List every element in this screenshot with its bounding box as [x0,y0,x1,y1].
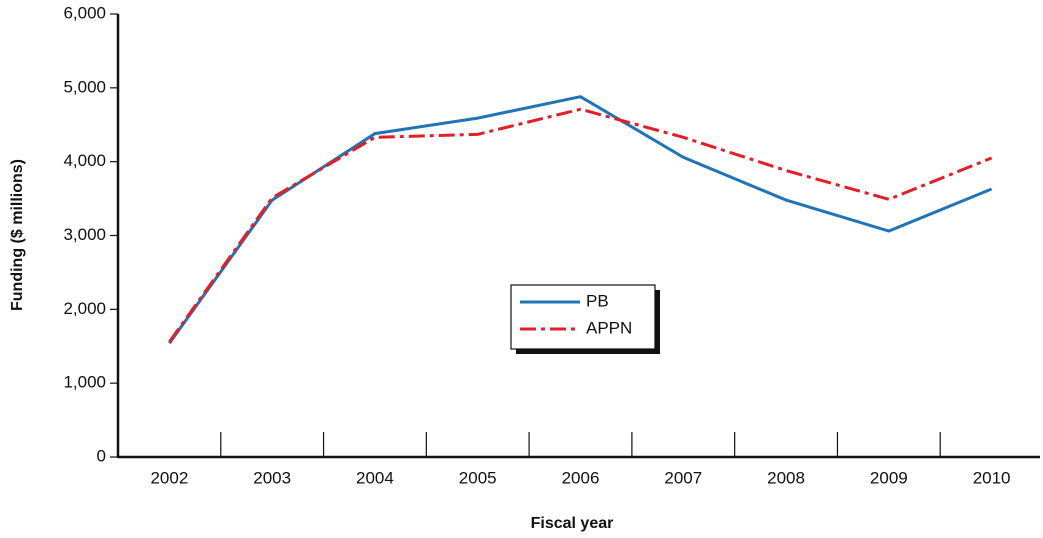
legend-label: APPN [586,318,632,337]
y-tick-label: 6,000 [63,3,106,22]
x-tick-label: 2002 [150,468,188,487]
x-tick-label: 2008 [767,468,805,487]
y-tick-label: 1,000 [63,373,106,392]
y-tick-label: 2,000 [63,299,106,318]
x-tick-label: 2010 [973,468,1011,487]
x-tick-label: 2003 [253,468,291,487]
y-tick-label: 5,000 [63,77,106,96]
x-tick-label: 2005 [459,468,497,487]
x-tick-label: 2009 [870,468,908,487]
y-tick-label: 3,000 [63,225,106,244]
legend-label: PB [586,291,609,310]
x-tick-label: 2007 [664,468,702,487]
x-axis-label: Fiscal year [531,515,614,532]
x-tick-label: 2006 [562,468,600,487]
legend-box [510,284,656,350]
series-line [168,107,993,343]
y-tick-label: 4,000 [63,151,106,170]
x-tick-label: 2004 [356,468,394,487]
y-tick-label: 0 [97,446,106,465]
y-axis-label: Funding ($ millions) [9,159,26,311]
